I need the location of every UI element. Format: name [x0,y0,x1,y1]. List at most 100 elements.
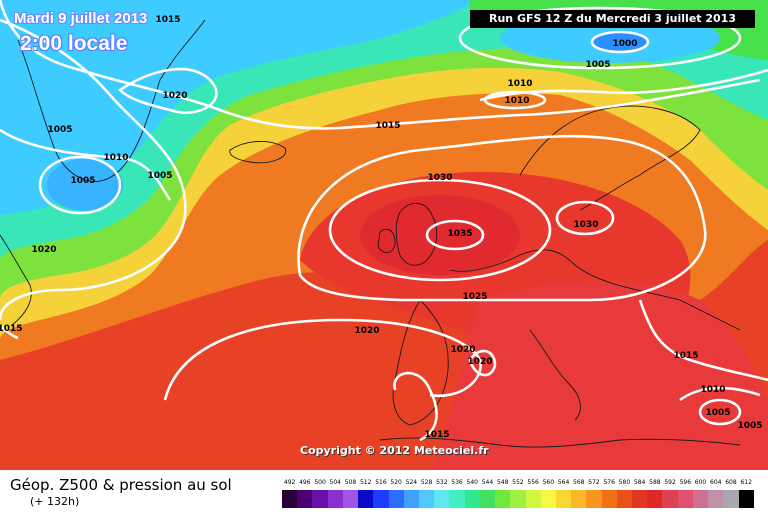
isobar-1020-arc [0,18,187,321]
band-red-east [430,281,768,470]
legend-swatch [495,490,511,508]
isobar-label: 1005 [705,408,730,418]
isobar-label: 1035 [447,229,472,239]
isobar-label: 1020 [31,245,56,255]
coast-british-isles [395,202,438,266]
isobar-label: 1005 [737,421,762,431]
legend-color-bar [282,490,754,508]
legend-swatch [647,490,663,508]
legend-swatch [525,490,541,508]
copyright-notice: Copyright © 2012 Meteociel.fr [300,444,489,457]
legend-swatch [616,490,633,508]
coast-iceland [229,141,287,164]
coast-iberia [392,299,449,426]
legend-tick-label: 504 [329,479,341,486]
isobar-label: 1020 [354,326,379,336]
legend-tick-label: 600 [694,479,707,486]
legend-tick-label: 612 [740,479,752,486]
legend-tick-label: 532 [436,479,448,486]
legend-swatch [555,490,572,508]
legend-swatch [692,490,709,508]
legend-swatch [586,490,602,508]
low-greenland-core [47,159,123,211]
legend-tick-label: 580 [618,479,631,486]
legend-tick-label: 540 [466,479,478,486]
legend-tick-label: 576 [603,479,615,486]
isobar-1005-greenland [38,155,122,215]
legend-swatch [418,490,435,508]
forecast-local-time: 2:00 locale [20,32,128,55]
isobar-1030-east [555,200,615,236]
legend-swatch [540,490,556,508]
isobar-1005-east [698,398,742,426]
isobar-label: 1020 [162,91,187,101]
legend-swatch [358,490,374,508]
band-lightblue [0,0,480,215]
legend-tick-label: 568 [573,479,585,486]
isobar-1010-east [679,386,761,402]
isobar-label: 1010 [700,385,725,395]
legend-swatch [403,490,419,508]
isobar-1020-bay [468,349,497,377]
isobar-1035 [425,219,485,251]
run-info-banner: Run GFS 12 Z du Mercredi 3 juillet 2013 [470,10,755,28]
product-title: Géop. Z500 & pression au sol [10,476,232,494]
legend-tick-label: 592 [664,479,676,486]
legend-swatch [327,490,343,508]
legend-tick-label: 556 [527,479,539,486]
isobar-label: 1000 [612,39,637,49]
legend-tick-label: 516 [375,479,387,486]
isobar-1010-west [0,128,172,201]
coast-italy [529,329,581,421]
isobar-label: 1015 [0,324,23,334]
isobar-label: 1030 [573,220,598,230]
isobar-label: 1025 [462,292,487,302]
isobars [0,0,768,442]
coast-europe [449,249,741,331]
legend-tick-label: 560 [542,479,555,486]
legend-tick-label: 508 [344,479,357,486]
legend-tick-label: 596 [679,479,692,486]
legend-swatch [510,490,526,508]
isobar-label: 1010 [103,153,128,163]
isobar-label: 1010 [504,96,529,106]
legend-ticks: 492 496 500 504 508 512 516 520 524 528 532 536 540 5… [282,478,754,487]
legend-swatch [282,490,298,508]
legend-tick-label: 564 [557,479,570,486]
legend-tick-label: 528 [420,479,433,486]
legend-swatch [449,490,465,508]
legend-swatch [723,490,739,508]
isobar-label: 1005 [47,125,72,135]
legend-tick-label: 572 [588,479,600,486]
legend-swatch [434,490,450,508]
legend-swatch [601,490,617,508]
isobar-label: 1030 [427,173,452,183]
isobar-label: 1020 [450,345,475,355]
legend-tick-label: 536 [451,479,463,486]
legend-swatch [677,490,693,508]
legend-swatch [312,490,328,508]
isobar-label: 1015 [375,121,400,131]
legend-swatch [708,490,724,508]
isobar-1000 [590,30,650,54]
coastlines [0,19,741,448]
isobar-label: 1005 [585,60,610,70]
isobar-label: 1005 [147,171,172,181]
isobar-label: 1015 [155,15,180,25]
forecast-date: Mardi 9 juillet 2013 [14,10,148,27]
high-center-core [360,195,520,275]
isobar-1030-west [328,178,552,282]
coast-north-africa [379,437,741,448]
coast-ireland [377,228,396,254]
legend-swatch [632,490,648,508]
legend-tick-label: 496 [299,479,311,486]
isobar-label: 1005 [70,176,95,186]
lead-time: (+ 132h) [30,495,80,508]
legend-tick-label: 500 [314,479,326,486]
isobar-label: 1015 [424,430,449,440]
legend-tick-label: 492 [283,479,296,486]
isobar-1025 [297,134,707,302]
forecast-map: 1015 1000 1005 1020 1005 1010 1010 1005 … [0,0,768,470]
legend-swatch [571,490,587,508]
